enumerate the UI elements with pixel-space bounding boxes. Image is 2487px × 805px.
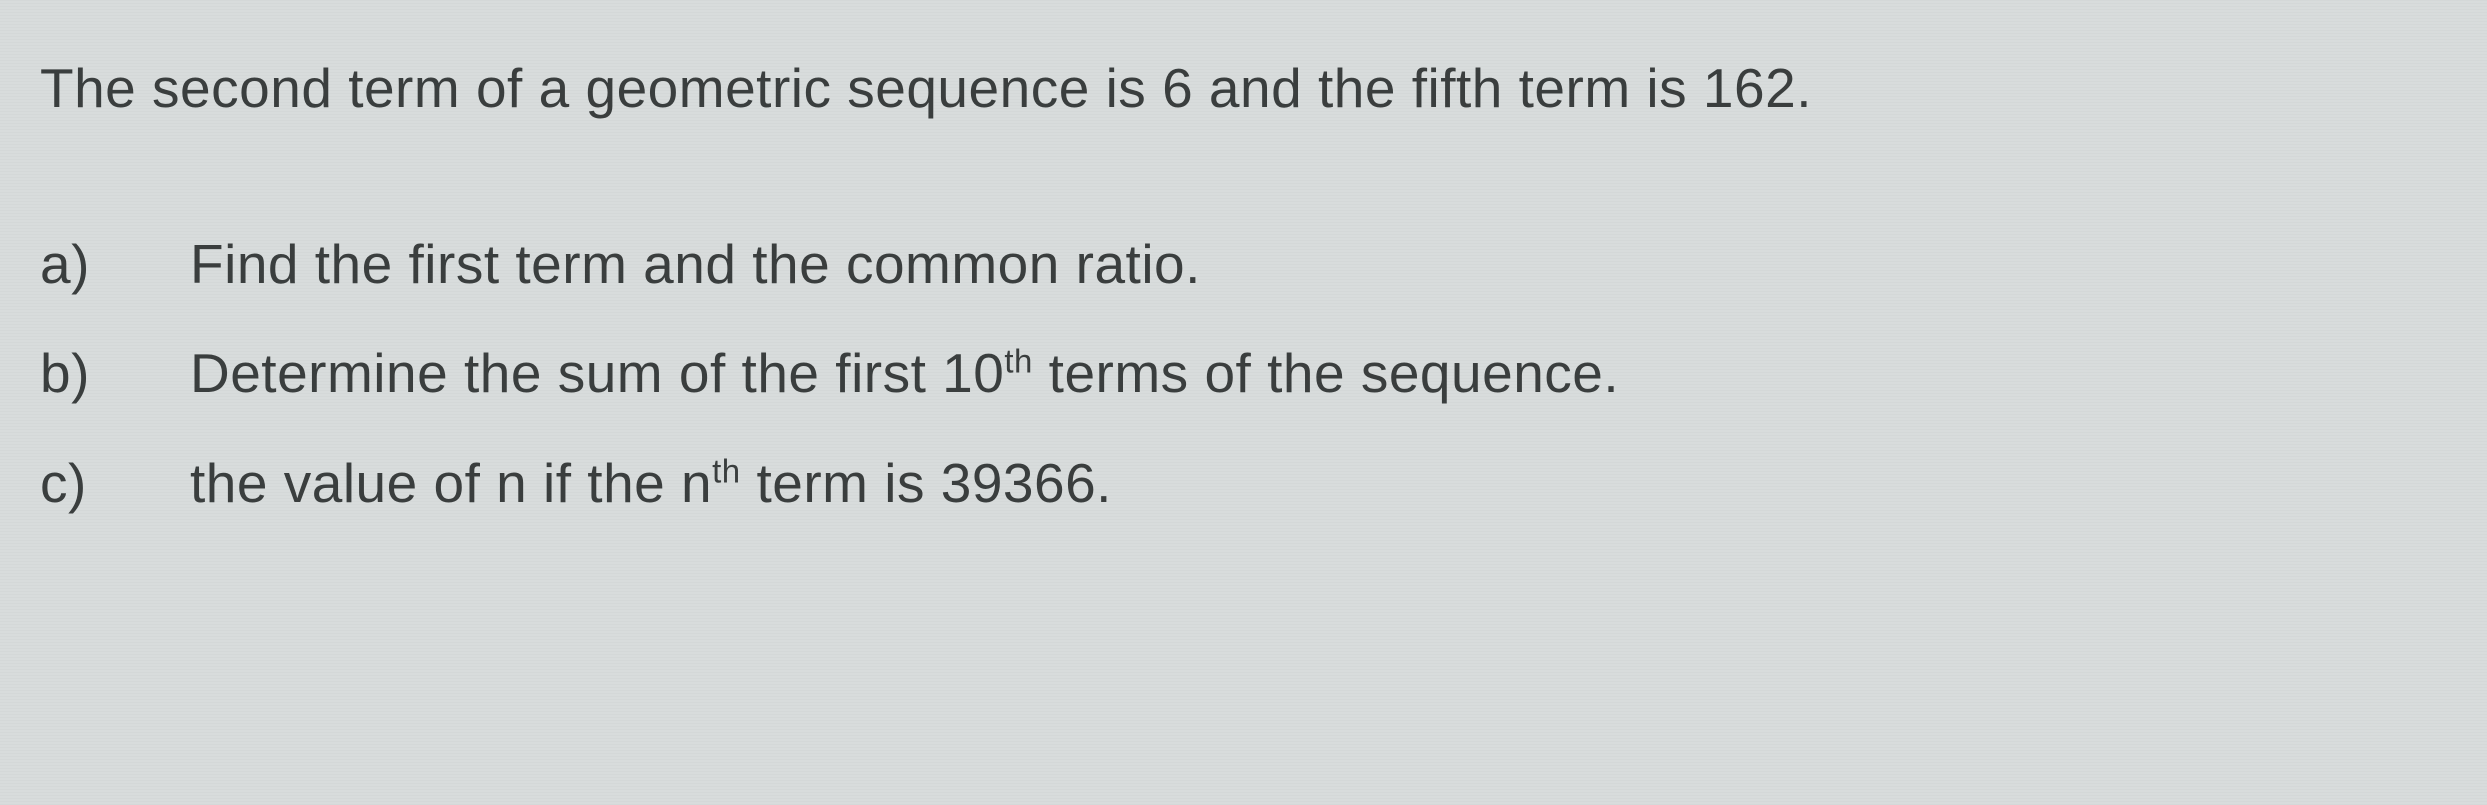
question-b-sup: th: [1004, 343, 1033, 380]
question-c-before: the value of n if the n: [190, 452, 712, 514]
question-b-after: terms of the sequence.: [1033, 342, 1619, 404]
question-text-b: Determine the sum of the first 10th term…: [190, 336, 2447, 410]
problem-statement: The second term of a geometric sequence …: [40, 50, 2447, 127]
question-text-a: Find the first term and the common ratio…: [190, 227, 2447, 301]
question-label-c: c): [40, 446, 190, 520]
question-text-c: the value of n if the nth term is 39366.: [190, 446, 2447, 520]
question-item-a: a) Find the first term and the common ra…: [40, 227, 2447, 301]
question-label-b: b): [40, 336, 190, 410]
question-list: a) Find the first term and the common ra…: [40, 227, 2447, 520]
question-c-sup: th: [712, 452, 741, 489]
question-label-a: a): [40, 227, 190, 301]
question-item-c: c) the value of n if the nth term is 393…: [40, 446, 2447, 520]
problem-content: The second term of a geometric sequence …: [40, 50, 2447, 520]
question-b-before: Determine the sum of the first 10: [190, 342, 1004, 404]
question-c-after: term is 39366.: [741, 452, 1112, 514]
question-item-b: b) Determine the sum of the first 10th t…: [40, 336, 2447, 410]
